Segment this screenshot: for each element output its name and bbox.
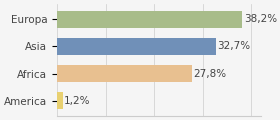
Bar [57, 92, 63, 109]
Bar [57, 65, 192, 82]
Text: 1,2%: 1,2% [64, 96, 91, 106]
Text: 38,2%: 38,2% [244, 14, 277, 24]
Bar [57, 38, 216, 55]
Bar [57, 11, 242, 28]
Text: 32,7%: 32,7% [217, 41, 250, 51]
Text: 27,8%: 27,8% [193, 69, 227, 79]
